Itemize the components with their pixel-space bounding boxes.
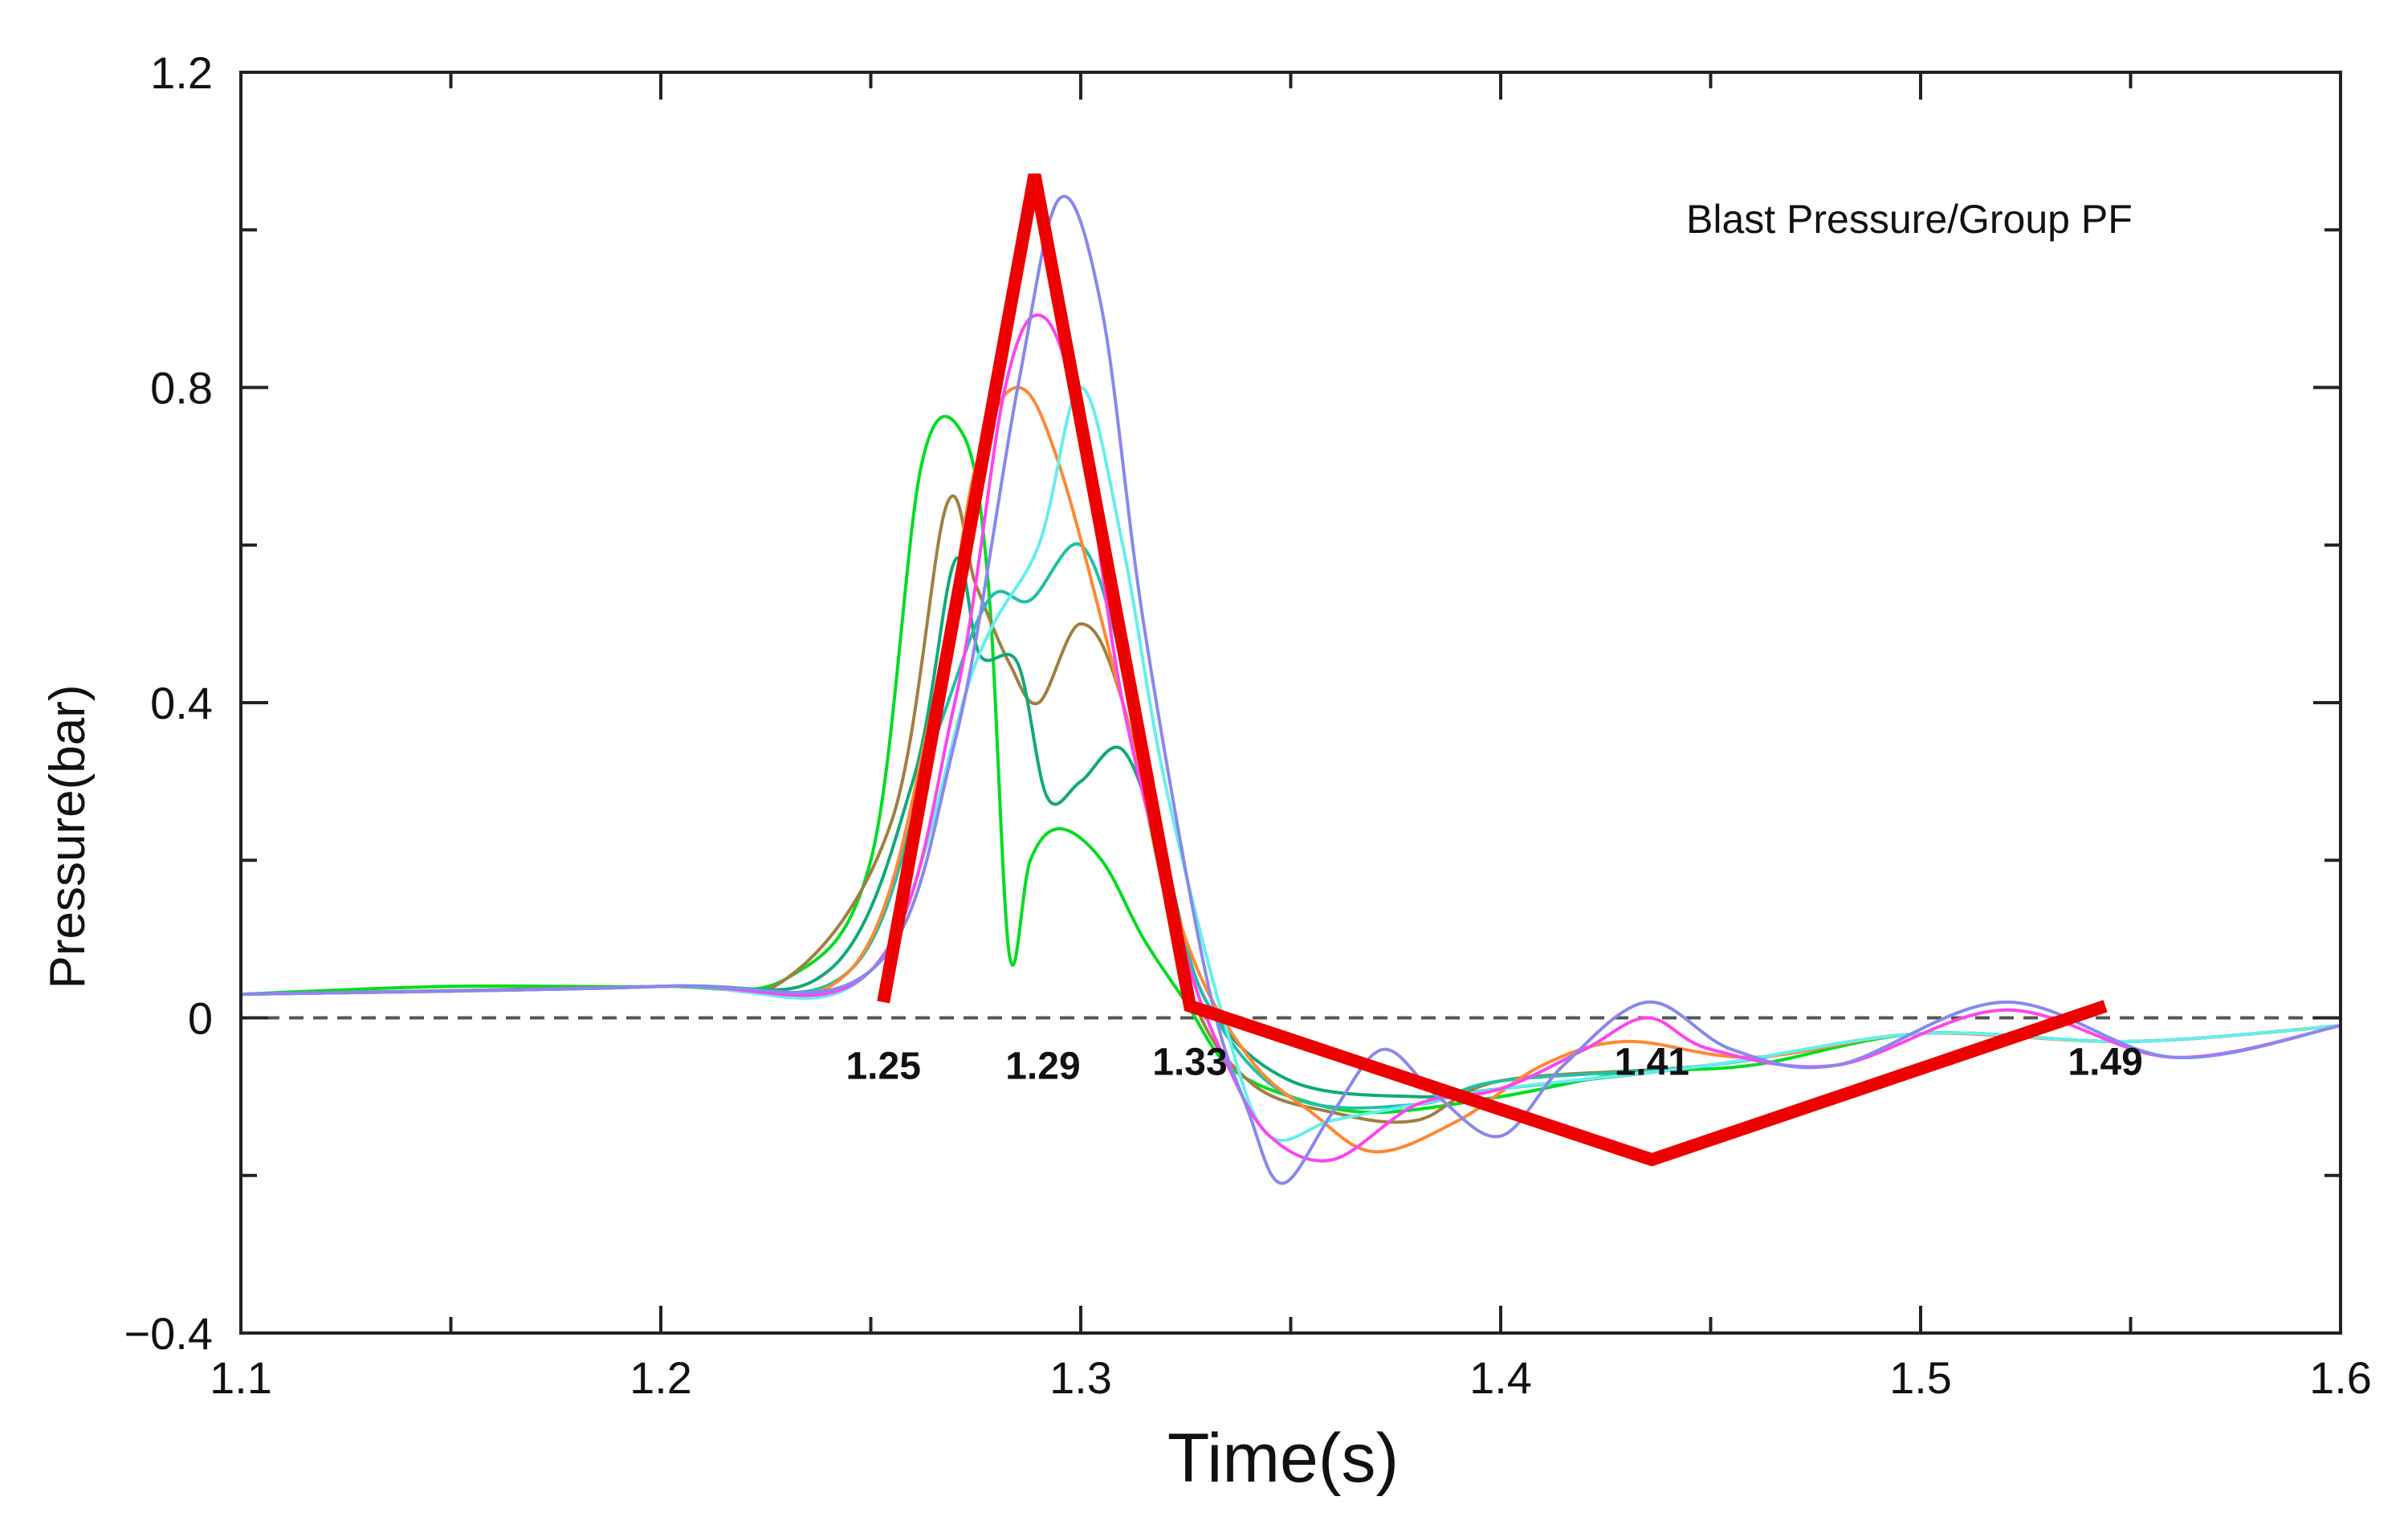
series-line-1 (239, 414, 2342, 1115)
time-annotation: 1.29 (1005, 1045, 1080, 1087)
y-tick-label: 0.8 (150, 363, 213, 414)
x-axis-label: Time(s) (1167, 1420, 1399, 1497)
x-tick-label: 1.2 (630, 1352, 692, 1403)
inset-label: Blast Pressure/Group PF (1686, 197, 2133, 242)
x-tick-label: 1.5 (1889, 1352, 1952, 1403)
series-line-8 (239, 194, 2342, 1185)
y-tick-label: 0.4 (150, 678, 213, 728)
series-line-3 (239, 556, 2342, 1099)
y-tick-label: 1.2 (150, 47, 213, 98)
x-tick-label: 1.4 (1469, 1352, 1532, 1403)
time-annotation: 1.33 (1152, 1041, 1227, 1083)
series-line-4 (239, 542, 2342, 1110)
time-annotation: 1.25 (845, 1045, 920, 1087)
y-tick-label: −0.4 (124, 1308, 213, 1359)
x-tick-label: 1.1 (210, 1352, 272, 1403)
y-axis-label: Pressure(bar) (40, 685, 96, 989)
time-annotation: 1.49 (2068, 1041, 2142, 1083)
y-tick-label: 0 (188, 993, 213, 1044)
time-annotation: 1.41 (1615, 1041, 1689, 1083)
x-tick-label: 1.6 (2309, 1352, 2372, 1403)
x-tick-label: 1.3 (1049, 1352, 1112, 1403)
plot-frame (239, 71, 2342, 1335)
envelope-series-line (877, 173, 2108, 1167)
